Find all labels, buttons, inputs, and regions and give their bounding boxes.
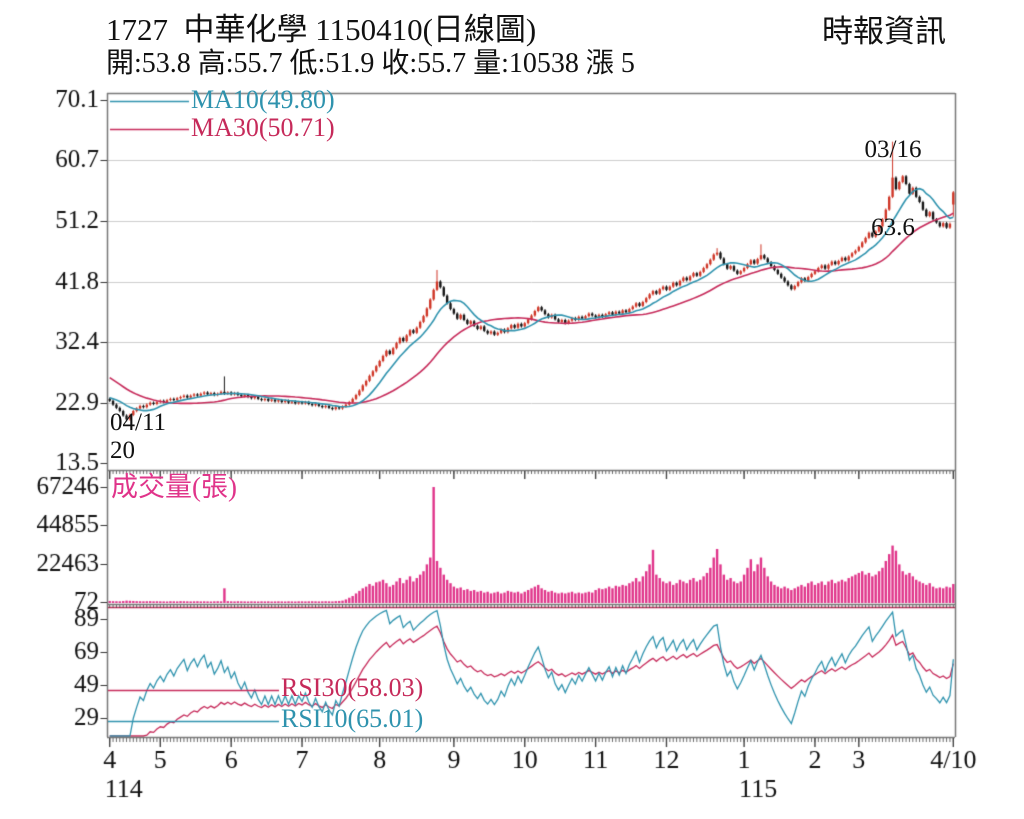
ma10-legend: MA10(49.80) bbox=[191, 85, 335, 114]
low-price-label: 20 bbox=[110, 437, 135, 464]
page-title: 1727 中華化學 1150410(日線圖) bbox=[106, 12, 537, 47]
volume-pane-label: 成交量(張) bbox=[111, 472, 237, 502]
peak-date-label: 03/16 bbox=[864, 135, 922, 163]
quote-line: 開:53.8 高:55.7 低:51.9 收:55.7 量:10538 漲 5 bbox=[106, 48, 635, 79]
rsi10-legend: RSI10(65.01) bbox=[281, 704, 424, 733]
peak-price-label: 63.6 bbox=[871, 214, 915, 242]
low-date-label: 04/11 bbox=[110, 409, 167, 436]
peak-annotation: 03/16 63.6 bbox=[831, 84, 955, 294]
provider-label: 時報資訊 bbox=[822, 14, 946, 49]
rsi30-legend: RSI30(58.03) bbox=[281, 673, 424, 702]
ma30-legend: MA30(50.71) bbox=[191, 113, 335, 142]
